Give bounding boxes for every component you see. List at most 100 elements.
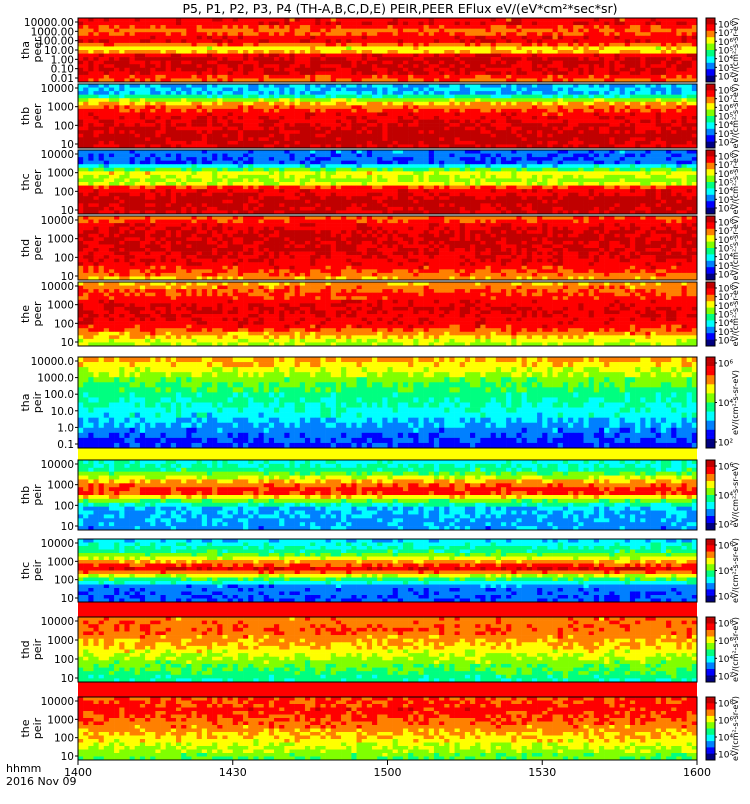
spectrogram-cell: [568, 75, 573, 79]
spectrogram-cell: [150, 130, 155, 134]
spectrogram-cell: [279, 64, 284, 68]
spectrogram-cell: [269, 50, 274, 54]
spectrogram-cell: [305, 36, 310, 40]
spectrogram-cell: [377, 137, 382, 141]
spectrogram-cell: [429, 141, 434, 145]
spectrogram-cell: [506, 102, 511, 106]
spectrogram-cell: [614, 95, 619, 99]
spectrogram-cell: [253, 68, 258, 72]
spectrogram-cell: [83, 157, 88, 161]
spectrogram-cell: [609, 154, 614, 158]
spectrogram-cell: [418, 161, 423, 165]
spectrogram-cell: [393, 29, 398, 33]
spectrogram-cell: [542, 116, 547, 120]
spectrogram-cell: [212, 161, 217, 165]
spectrogram-cell: [264, 123, 269, 127]
panel-separator-band: [78, 448, 697, 460]
spectrogram-cell: [119, 18, 124, 22]
spectrogram-cell: [248, 127, 253, 131]
spectrogram-cell: [295, 22, 300, 26]
spectrogram-cell: [692, 161, 697, 165]
spectrogram-cell: [315, 29, 320, 33]
spectrogram-cell: [527, 54, 532, 58]
spectrogram-cell: [114, 109, 119, 113]
spectrogram-cell: [682, 141, 687, 145]
spectrogram-cell: [594, 50, 599, 54]
spectrogram-cell: [88, 50, 93, 54]
spectrogram-cell: [248, 68, 253, 72]
spectrogram-cell: [93, 150, 98, 154]
spectrogram-cell: [563, 54, 568, 58]
spectrogram-cell: [568, 50, 573, 54]
spectrogram-cell: [584, 29, 589, 33]
spectrogram-cell: [584, 91, 589, 95]
spectrogram-cell: [176, 43, 181, 47]
spectrogram-cell: [630, 36, 635, 40]
spectrogram-cell: [408, 157, 413, 161]
spectrogram-cell: [99, 130, 104, 134]
spectrogram-cell: [594, 32, 599, 36]
spectrogram-cell: [480, 88, 485, 92]
spectrogram-cell: [614, 50, 619, 54]
spectrogram-cell: [284, 71, 289, 75]
spectrogram-cell: [99, 68, 104, 72]
spectrogram-cell: [83, 161, 88, 165]
spectrogram-cell: [403, 157, 408, 161]
spectrogram-cell: [429, 109, 434, 113]
spectrogram-cell: [78, 109, 83, 113]
spectrogram-cell: [238, 141, 243, 145]
spectrogram-cell: [475, 39, 480, 43]
spectrogram-cell: [93, 141, 98, 145]
spectrogram-cell: [161, 157, 166, 161]
spectrogram-cell: [594, 88, 599, 92]
spectrogram-cell: [434, 32, 439, 36]
spectrogram-cell: [233, 154, 238, 158]
spectrogram-cell: [269, 43, 274, 47]
spectrogram-cell: [568, 43, 573, 47]
spectrogram-cell: [496, 39, 501, 43]
spectrogram-cell: [522, 154, 527, 158]
spectrogram-cell: [620, 32, 625, 36]
spectrogram-cell: [326, 150, 331, 154]
spectrogram-cell: [609, 25, 614, 29]
spectrogram-cell: [625, 120, 630, 124]
spectrogram-cell: [166, 68, 171, 72]
spectrogram-cell: [243, 22, 248, 26]
spectrogram-cell: [651, 98, 656, 102]
spectrogram-cell: [269, 137, 274, 141]
spectrogram-cell: [300, 123, 305, 127]
spectrogram-cell: [228, 137, 233, 141]
spectrogram-cell: [140, 75, 145, 79]
spectrogram-cell: [625, 134, 630, 138]
spectrogram-cell: [310, 36, 315, 40]
spectrogram-cell: [222, 84, 227, 88]
spectrogram-cell: [83, 75, 88, 79]
spectrogram-cell: [310, 57, 315, 61]
spectrogram-cell: [496, 71, 501, 75]
spectrogram-cell: [161, 61, 166, 65]
spectrogram-cell: [310, 43, 315, 47]
spectrogram-cell: [253, 102, 258, 106]
spectrogram-cell: [553, 61, 558, 65]
spectrogram-cell: [357, 50, 362, 54]
spectrogram-cell: [687, 36, 692, 40]
spectrogram-cell: [119, 68, 124, 72]
spectrogram-cell: [140, 123, 145, 127]
spectrogram-cell: [434, 109, 439, 113]
spectrogram-cell: [83, 88, 88, 92]
spectrogram-cell: [295, 141, 300, 145]
spectrogram-cell: [666, 25, 671, 29]
spectrogram-cell: [599, 137, 604, 141]
spectrogram-cell: [475, 18, 480, 22]
spectrogram-cell: [181, 54, 186, 58]
spectrogram-cell: [315, 105, 320, 109]
spectrogram-cell: [222, 154, 227, 158]
spectrogram-cell: [176, 130, 181, 134]
spectrogram-cell: [305, 157, 310, 161]
spectrogram-cell: [382, 109, 387, 113]
spectrogram-cell: [207, 95, 212, 99]
spectrogram-cell: [233, 164, 238, 168]
spectrogram-cell: [248, 98, 253, 102]
spectrogram-cell: [553, 32, 558, 36]
